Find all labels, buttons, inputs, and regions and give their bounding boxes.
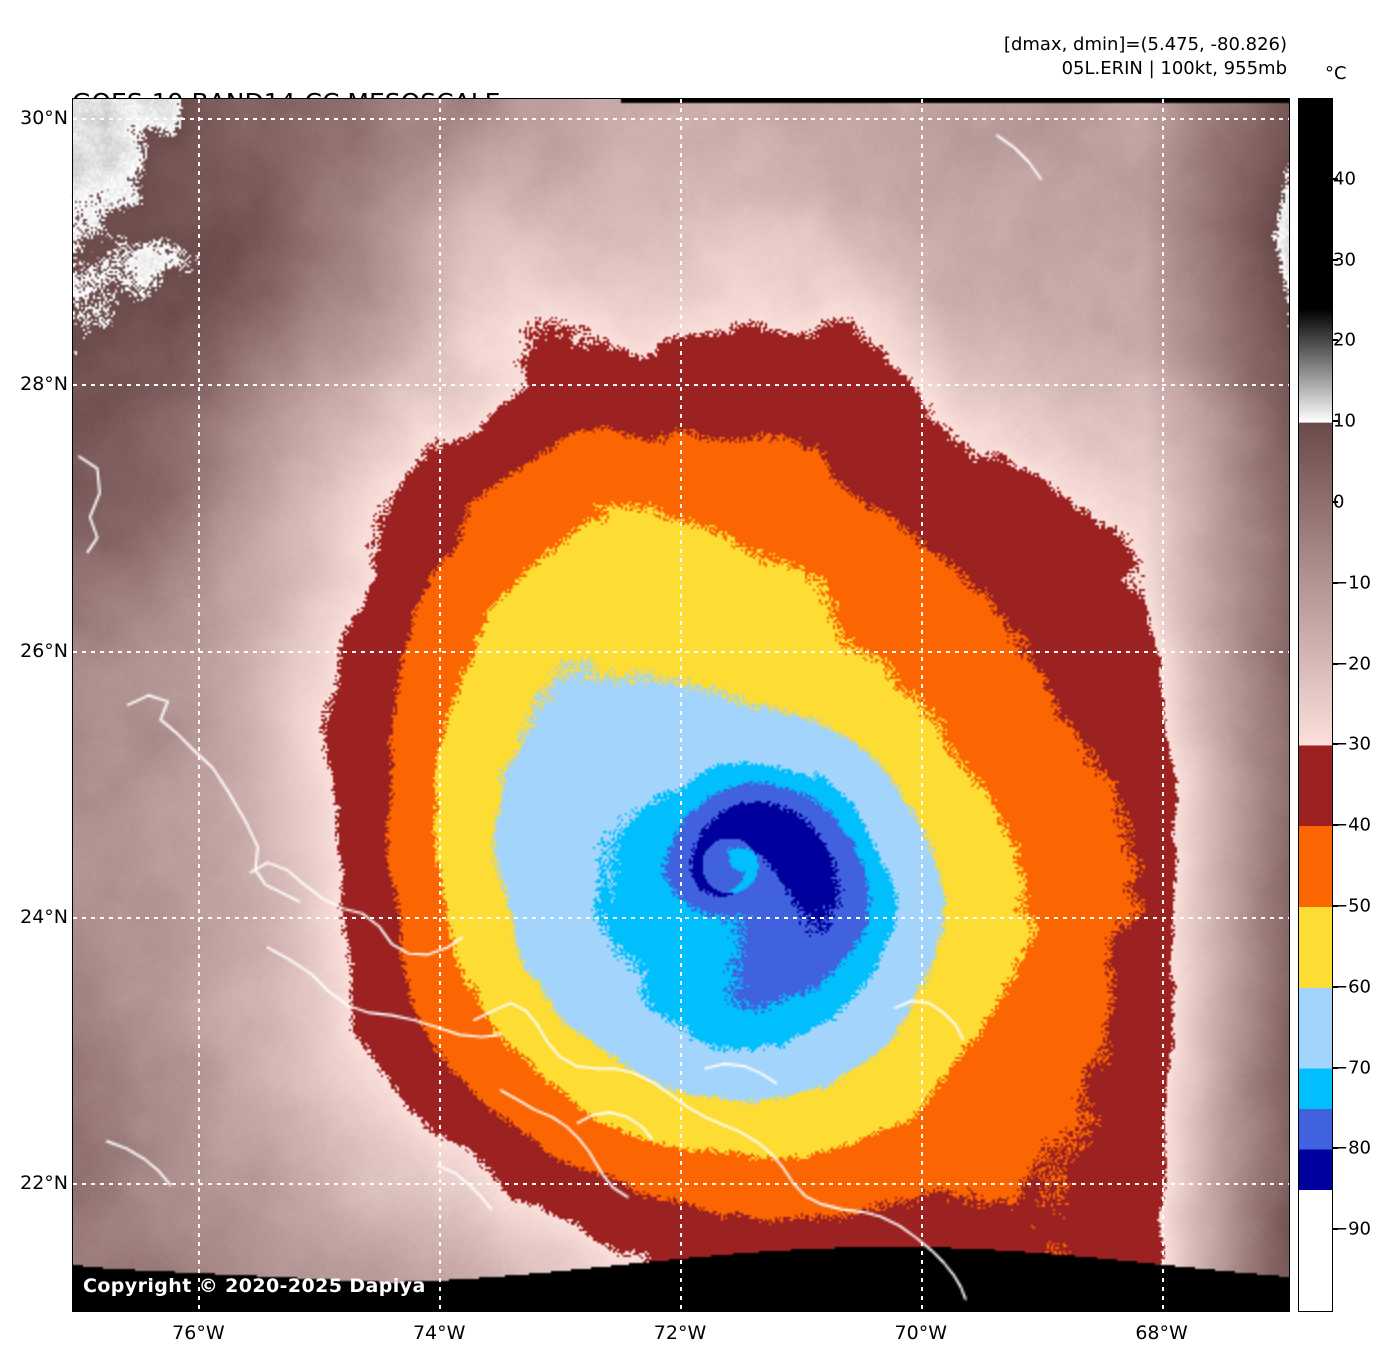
colorbar-tick-mark — [1332, 905, 1338, 907]
colorbar-tick-mark — [1332, 1228, 1338, 1231]
colorbar-tick-label: −10 — [1333, 572, 1371, 594]
axis-tick-lat: 28°N — [20, 373, 68, 396]
axis-tick-lat: 22°N — [20, 1172, 68, 1195]
colorbar-gradient — [1299, 99, 1332, 1311]
annotation-block: [dmax, dmin]=(5.475, -80.826) 05L.ERIN |… — [1004, 33, 1287, 81]
colorbar-tick-mark — [1332, 339, 1338, 342]
satellite-imagery-canvas — [73, 99, 1289, 1311]
colorbar-tick-label: 10 — [1333, 410, 1356, 432]
colorbar-tick-label: 30 — [1333, 249, 1356, 271]
colorbar-tick-mark — [1332, 743, 1338, 746]
colorbar-tick-label: −40 — [1333, 814, 1371, 836]
colorbar-tick-mark — [1332, 1147, 1338, 1150]
colorbar — [1298, 98, 1333, 1312]
axis-tick-lat: 26°N — [20, 639, 68, 662]
colorbar-tick-mark — [1332, 824, 1338, 827]
axis-tick-lat: 30°N — [20, 106, 68, 129]
colorbar-tick-label: 20 — [1333, 329, 1356, 351]
axis-tick-lon: 74°W — [412, 1322, 466, 1344]
colorbar-tick-label: 40 — [1333, 168, 1356, 190]
colorbar-tick-mark — [1332, 501, 1338, 503]
axis-tick-lat: 24°N — [20, 906, 68, 929]
colorbar-tick-label: −90 — [1333, 1218, 1371, 1240]
axis-tick-lon: 72°W — [653, 1322, 707, 1344]
colorbar-tick-mark — [1332, 985, 1338, 988]
colorbar-tick-mark — [1332, 581, 1338, 584]
axis-tick-lon: 68°W — [1135, 1322, 1188, 1344]
colorbar-tick-mark — [1332, 420, 1338, 423]
colorbar-unit-label: °C — [1325, 63, 1347, 84]
colorbar-tick-label: 0 — [1333, 491, 1345, 513]
colorbar-tick-mark — [1332, 258, 1338, 261]
colorbar-tick-mark — [1332, 662, 1338, 665]
colorbar-tick-label: −60 — [1333, 976, 1371, 998]
colorbar-tick-mark — [1332, 1066, 1338, 1069]
axis-tick-lon: 70°W — [894, 1322, 948, 1344]
storm-info-label: 05L.ERIN | 100kt, 955mb — [1061, 58, 1287, 79]
colorbar-tick-mark — [1332, 177, 1338, 180]
colorbar-tick-label: −70 — [1333, 1057, 1371, 1079]
colorbar-tick-label: −80 — [1333, 1137, 1371, 1159]
colorbar-tick-label: −20 — [1333, 653, 1371, 675]
colorbar-tick-label: −30 — [1333, 733, 1371, 755]
colorbar-tick-label: −50 — [1333, 895, 1371, 917]
dmax-dmin-label: [dmax, dmin]=(5.475, -80.826) — [1003, 34, 1287, 55]
copyright-label: Copyright © 2020-2025 Dapiya — [83, 1275, 426, 1297]
axis-tick-lon: 76°W — [172, 1322, 225, 1344]
satellite-image-panel[interactable]: Copyright © 2020-2025 Dapiya — [72, 98, 1290, 1312]
